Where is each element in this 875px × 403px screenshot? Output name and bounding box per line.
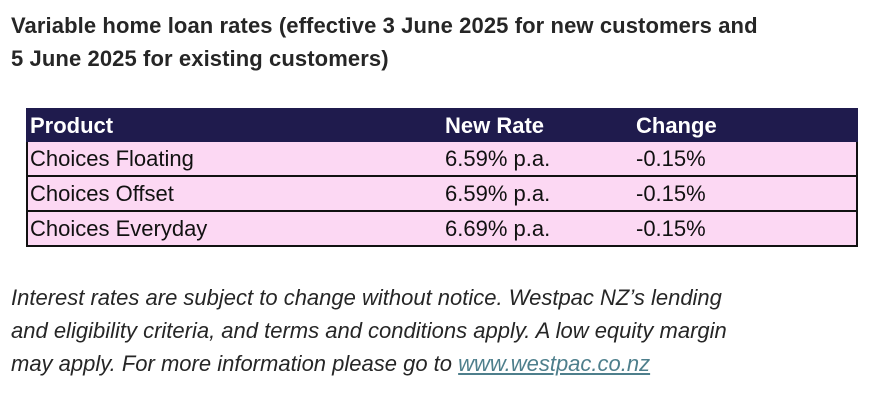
disclaimer-line-3: may apply. For more information please g… [11, 351, 459, 376]
rates-table: Product New Rate Change Choices Floating… [26, 108, 858, 247]
table-header-row: Product New Rate Change [26, 108, 858, 142]
cell-product: Choices Offset [26, 176, 443, 212]
westpac-website-link[interactable]: www.westpac.co.nz [458, 351, 651, 376]
heading-line-1: Variable home loan rates (effective 3 Ju… [11, 13, 758, 38]
header-new-rate: New Rate [443, 108, 634, 142]
table-row: Choices Everyday 6.69% p.a. -0.15% [26, 211, 858, 247]
cell-new-rate: 6.59% p.a. [443, 142, 634, 177]
disclaimer-text: Interest rates are subject to change wit… [11, 281, 866, 380]
cell-change: -0.15% [634, 176, 858, 212]
cell-new-rate: 6.59% p.a. [443, 176, 634, 212]
header-product: Product [26, 108, 443, 142]
header-change: Change [634, 108, 858, 142]
table-row: Choices Offset 6.59% p.a. -0.15% [26, 176, 858, 212]
disclaimer-line-1: Interest rates are subject to change wit… [11, 285, 722, 310]
cell-change: -0.15% [634, 142, 858, 177]
cell-product: Choices Floating [26, 142, 443, 177]
cell-product: Choices Everyday [26, 211, 443, 247]
cell-new-rate: 6.69% p.a. [443, 211, 634, 247]
cell-change: -0.15% [634, 211, 858, 247]
heading-line-2: 5 June 2025 for existing customers) [11, 46, 389, 71]
disclaimer-line-2: and eligibility criteria, and terms and … [11, 318, 727, 343]
page-heading: Variable home loan rates (effective 3 Ju… [11, 9, 871, 75]
table-row: Choices Floating 6.59% p.a. -0.15% [26, 142, 858, 177]
